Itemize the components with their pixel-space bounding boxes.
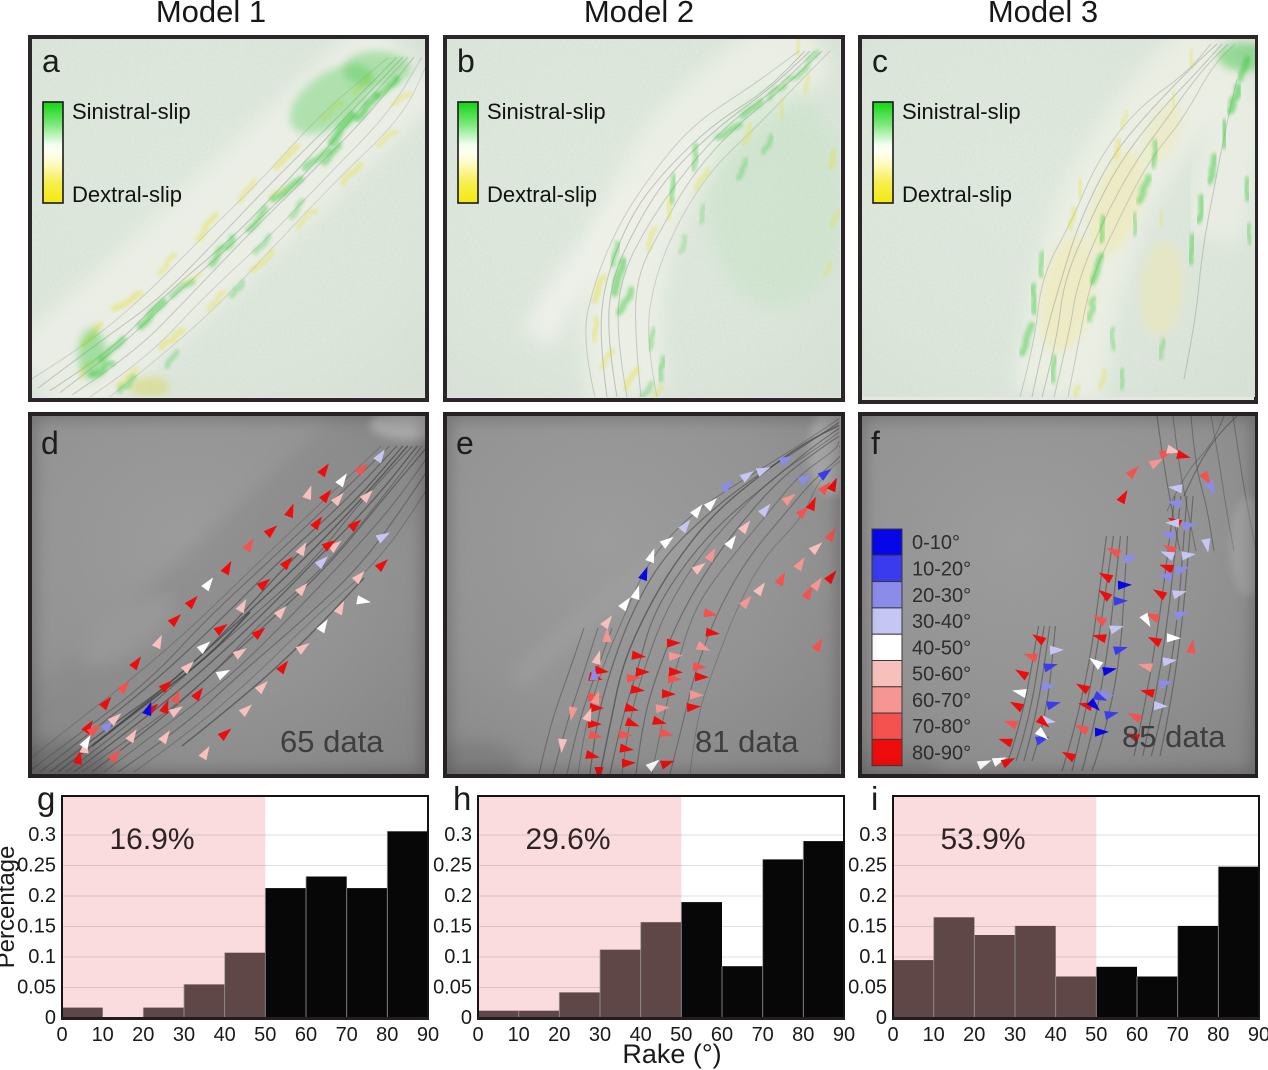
svg-text:0.2: 0.2 (444, 885, 472, 907)
svg-text:0.15: 0.15 (433, 916, 472, 938)
svg-text:0-10°: 0-10° (912, 532, 960, 554)
svg-text:0.2: 0.2 (28, 885, 56, 907)
svg-text:0: 0 (461, 1007, 472, 1029)
svg-text:10: 10 (508, 1024, 530, 1046)
svg-text:20-30°: 20-30° (912, 585, 971, 607)
svg-text:0: 0 (887, 1024, 898, 1046)
svg-text:70: 70 (1167, 1024, 1189, 1046)
svg-text:29.6%: 29.6% (525, 823, 610, 856)
svg-text:16.9%: 16.9% (109, 823, 194, 856)
svg-text:0.3: 0.3 (444, 824, 472, 846)
svg-text:90: 90 (833, 1024, 855, 1046)
svg-text:80: 80 (376, 1024, 398, 1046)
svg-text:90: 90 (417, 1024, 439, 1046)
svg-text:10-20°: 10-20° (912, 559, 971, 581)
svg-text:Rake (°): Rake (°) (622, 1039, 721, 1069)
svg-text:Dextral-slip: Dextral-slip (487, 182, 597, 207)
svg-text:0.05: 0.05 (433, 977, 472, 999)
svg-text:0: 0 (876, 1007, 887, 1029)
svg-text:90: 90 (1248, 1024, 1268, 1046)
svg-text:70: 70 (336, 1024, 358, 1046)
svg-text:Sinistral-slip: Sinistral-slip (72, 99, 191, 124)
svg-text:30: 30 (589, 1024, 611, 1046)
svg-text:0.25: 0.25 (433, 855, 472, 877)
svg-text:40: 40 (630, 1024, 652, 1046)
svg-text:10: 10 (92, 1024, 114, 1046)
svg-text:60: 60 (295, 1024, 317, 1046)
svg-text:Sinistral-slip: Sinistral-slip (902, 99, 1021, 124)
svg-text:0.25: 0.25 (848, 855, 887, 877)
svg-text:0.2: 0.2 (859, 885, 887, 907)
svg-text:0.3: 0.3 (28, 824, 56, 846)
svg-text:Dextral-slip: Dextral-slip (902, 182, 1012, 207)
svg-text:0.15: 0.15 (17, 916, 56, 938)
svg-text:Percentage: Percentage (0, 846, 20, 969)
svg-text:0: 0 (472, 1024, 483, 1046)
svg-text:20: 20 (963, 1024, 985, 1046)
svg-text:53.9%: 53.9% (940, 823, 1025, 856)
svg-text:60-70°: 60-70° (912, 690, 971, 712)
svg-text:0.3: 0.3 (859, 824, 887, 846)
svg-text:0.1: 0.1 (28, 946, 56, 968)
svg-text:h: h (453, 780, 471, 817)
svg-text:40: 40 (1045, 1024, 1067, 1046)
svg-text:0.1: 0.1 (444, 946, 472, 968)
svg-text:0.1: 0.1 (859, 946, 887, 968)
svg-text:30: 30 (1004, 1024, 1026, 1046)
svg-text:40-50°: 40-50° (912, 637, 971, 659)
svg-text:0.05: 0.05 (848, 977, 887, 999)
svg-text:0.25: 0.25 (17, 855, 56, 877)
svg-text:60: 60 (1126, 1024, 1148, 1046)
svg-text:50-60°: 50-60° (912, 664, 971, 686)
svg-text:80: 80 (792, 1024, 814, 1046)
svg-text:40: 40 (214, 1024, 236, 1046)
svg-text:0: 0 (45, 1007, 56, 1029)
svg-text:50: 50 (1085, 1024, 1107, 1046)
svg-text:80: 80 (1207, 1024, 1229, 1046)
svg-text:60: 60 (711, 1024, 733, 1046)
svg-text:70: 70 (752, 1024, 774, 1046)
svg-text:70-80°: 70-80° (912, 716, 971, 738)
svg-text:0.15: 0.15 (848, 916, 887, 938)
svg-text:0: 0 (56, 1024, 67, 1046)
svg-text:20: 20 (132, 1024, 154, 1046)
svg-text:0.05: 0.05 (17, 977, 56, 999)
svg-text:30: 30 (173, 1024, 195, 1046)
svg-text:i: i (871, 780, 878, 817)
svg-text:50: 50 (254, 1024, 276, 1046)
svg-text:65 data: 65 data (280, 724, 384, 759)
svg-text:80-90°: 80-90° (912, 743, 971, 765)
svg-text:Dextral-slip: Dextral-slip (72, 182, 182, 207)
svg-text:30-40°: 30-40° (912, 611, 971, 633)
svg-text:g: g (37, 780, 55, 817)
svg-text:85 data: 85 data (1122, 719, 1226, 754)
svg-text:81 data: 81 data (695, 724, 799, 759)
svg-text:20: 20 (548, 1024, 570, 1046)
svg-text:50: 50 (670, 1024, 692, 1046)
svg-text:Sinistral-slip: Sinistral-slip (487, 99, 606, 124)
svg-text:10: 10 (923, 1024, 945, 1046)
